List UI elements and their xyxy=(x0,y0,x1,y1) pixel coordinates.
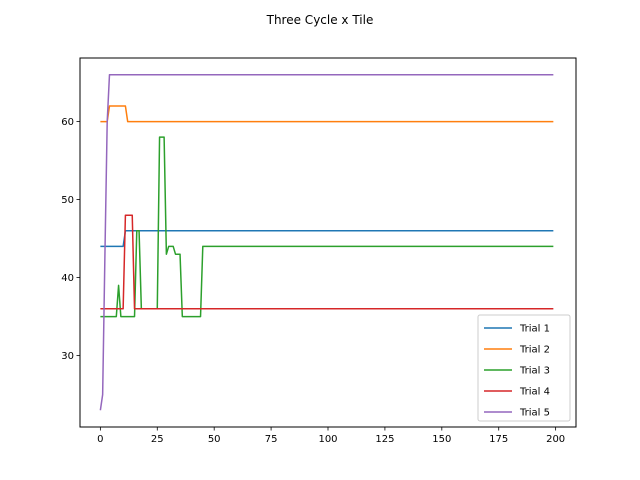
y-tick-label: 30 xyxy=(61,351,74,362)
y-tick-label: 50 xyxy=(61,195,74,206)
x-tick-label: 100 xyxy=(318,434,337,445)
x-tick-label: 0 xyxy=(97,434,103,445)
y-tick-label: 40 xyxy=(61,273,74,284)
series-layer xyxy=(99,74,554,411)
legend-label-trial-2: Trial 2 xyxy=(519,345,550,356)
series-line-trial-5 xyxy=(99,74,554,411)
x-tick-label: 50 xyxy=(208,434,221,445)
chart-title: Three Cycle x Tile xyxy=(266,13,374,27)
x-tick-label: 200 xyxy=(546,434,565,445)
legend-label-trial-4: Trial 4 xyxy=(519,387,550,398)
legend-label-trial-1: Trial 1 xyxy=(519,324,550,335)
legend-label-trial-3: Trial 3 xyxy=(519,366,550,377)
x-tick-label: 75 xyxy=(265,434,278,445)
y-axis: 30 40 50 60 xyxy=(61,117,80,362)
y-tick-label: 60 xyxy=(61,117,74,128)
x-tick-label: 125 xyxy=(375,434,394,445)
legend: Trial 1 Trial 2 Trial 3 Trial 4 Trial 5 xyxy=(477,314,571,422)
series-line-trial-3 xyxy=(100,136,554,318)
legend-box xyxy=(477,314,571,422)
series-line-trial-2 xyxy=(100,105,554,123)
x-tick-label: 150 xyxy=(432,434,451,445)
series-line-trial-4 xyxy=(100,214,554,310)
x-tick-label: 175 xyxy=(489,434,508,445)
x-axis: 0 25 50 75 100 125 150 175 200 xyxy=(97,427,565,445)
x-tick-label: 25 xyxy=(151,434,164,445)
legend-label-trial-5: Trial 5 xyxy=(519,408,550,419)
